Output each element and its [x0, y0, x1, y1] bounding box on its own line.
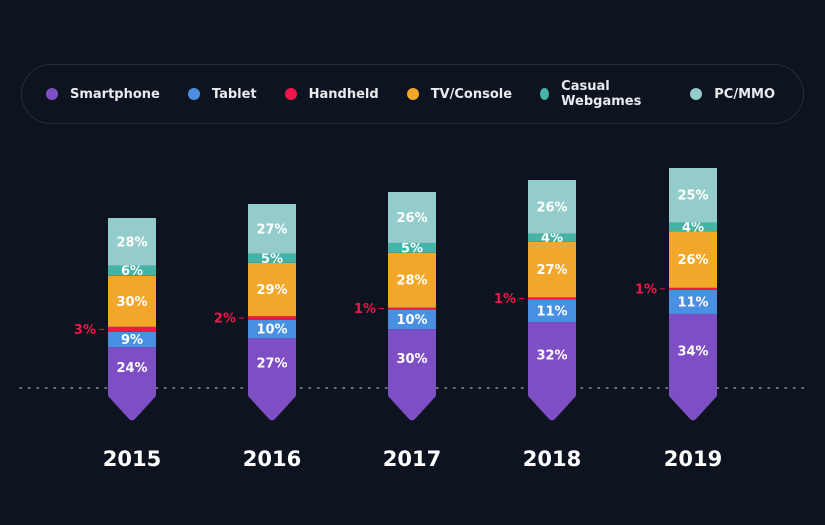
legend-label: Casual Webgames — [561, 79, 642, 109]
legend-item: PC/MMO — [690, 87, 775, 102]
bar-segment-pc-mmo — [248, 204, 296, 254]
bar-segment-casual-webgames — [108, 265, 156, 276]
bar-arrow-tip — [248, 387, 296, 421]
legend-item: TV/Console — [406, 86, 513, 102]
year-label: 2019 — [664, 447, 722, 471]
data-label: 26% — [536, 200, 567, 215]
bar-arrow-tip — [108, 387, 156, 421]
data-label: 1% — [494, 292, 516, 307]
data-label: 4% — [682, 220, 704, 235]
year-label: 2017 — [383, 447, 441, 471]
bar-segment-tablet — [108, 331, 156, 348]
data-label: 32% — [536, 349, 567, 364]
data-label: 29% — [256, 283, 287, 298]
bar-segment-smartphone — [108, 347, 156, 388]
bar-segment-tv-console — [388, 252, 436, 308]
data-label: 27% — [256, 357, 287, 372]
data-label: 3% — [74, 323, 96, 338]
bar-segment-handheld — [388, 307, 436, 310]
bar-arrow-tip — [669, 387, 717, 421]
data-label: 26% — [396, 211, 427, 226]
bar-segment-handheld — [248, 316, 296, 320]
data-label: 30% — [116, 295, 147, 310]
year-label: 2015 — [103, 447, 161, 471]
legend-label: Handheld — [308, 86, 379, 102]
data-label: 4% — [541, 231, 563, 246]
data-label: 11% — [677, 295, 708, 310]
bar-segment-smartphone — [248, 338, 296, 388]
legend-swatch — [284, 88, 297, 100]
data-label: 10% — [256, 323, 287, 338]
data-label: 10% — [396, 313, 427, 328]
data-label: 27% — [256, 222, 287, 237]
data-label: 5% — [401, 241, 423, 256]
legend-swatch — [406, 88, 419, 100]
bar-segment-pc-mmo — [108, 218, 156, 266]
data-label: 28% — [396, 274, 427, 289]
bar-segment-tablet — [669, 289, 717, 314]
bar-segment-tablet — [528, 299, 576, 323]
data-label: 5% — [261, 252, 283, 267]
data-label: 30% — [396, 352, 427, 367]
bar-segment-handheld — [528, 297, 576, 300]
bar-segment-pc-mmo — [388, 192, 436, 243]
legend-label: Smartphone — [70, 86, 160, 102]
legend-label: PC/MMO — [714, 86, 775, 102]
bar-segment-tv-console — [108, 275, 156, 327]
data-label: 24% — [116, 361, 147, 376]
bar-segment-pc-mmo — [528, 180, 576, 234]
data-label: 2% — [214, 312, 236, 327]
bar-segment-smartphone — [528, 322, 576, 388]
bar-arrow-tip — [388, 387, 436, 421]
data-label: 25% — [677, 189, 708, 204]
data-label: 26% — [677, 253, 708, 268]
data-label: 34% — [677, 344, 708, 359]
legend-swatch — [540, 88, 550, 100]
bar-segment-casual-webgames — [248, 253, 296, 263]
bar-segment-casual-webgames — [669, 222, 717, 232]
bar-segment-handheld — [669, 287, 717, 290]
bar-segment-casual-webgames — [388, 242, 436, 253]
legend-item: Handheld — [284, 86, 379, 102]
data-label: 9% — [121, 333, 143, 348]
legend-item: Tablet — [187, 86, 257, 102]
legend-item: Smartphone — [46, 87, 160, 102]
legend-item: Casual Webgames — [540, 79, 662, 109]
bar-segment-tv-console — [669, 231, 717, 288]
bar-segment-tv-console — [248, 262, 296, 317]
year-label: 2016 — [243, 447, 301, 471]
legend-swatch — [46, 88, 58, 100]
bar-segment-smartphone — [669, 313, 717, 388]
legend-swatch — [187, 88, 200, 100]
bar-segment-pc-mmo — [669, 168, 717, 223]
data-label: 28% — [116, 235, 147, 250]
bar-segment-smartphone — [388, 329, 436, 388]
legend-label: TV/Console — [430, 86, 513, 102]
legend-swatch — [690, 88, 703, 100]
bar-segment-handheld — [108, 326, 156, 332]
data-label: 1% — [354, 302, 376, 317]
data-label: 6% — [121, 264, 143, 279]
bar-segment-tablet — [248, 319, 296, 339]
legend-label: Tablet — [211, 86, 257, 102]
bar-segment-tv-console — [528, 241, 576, 298]
year-label: 2018 — [523, 447, 581, 471]
data-label: 27% — [536, 263, 567, 278]
bar-segment-tablet — [388, 309, 436, 330]
bar-arrow-tip — [528, 387, 576, 421]
data-label: 1% — [635, 282, 657, 297]
data-label: 11% — [536, 304, 567, 319]
bar-segment-casual-webgames — [528, 233, 576, 242]
legend: Smartphone Tablet Handheld TV/Console Casual… — [21, 64, 804, 124]
